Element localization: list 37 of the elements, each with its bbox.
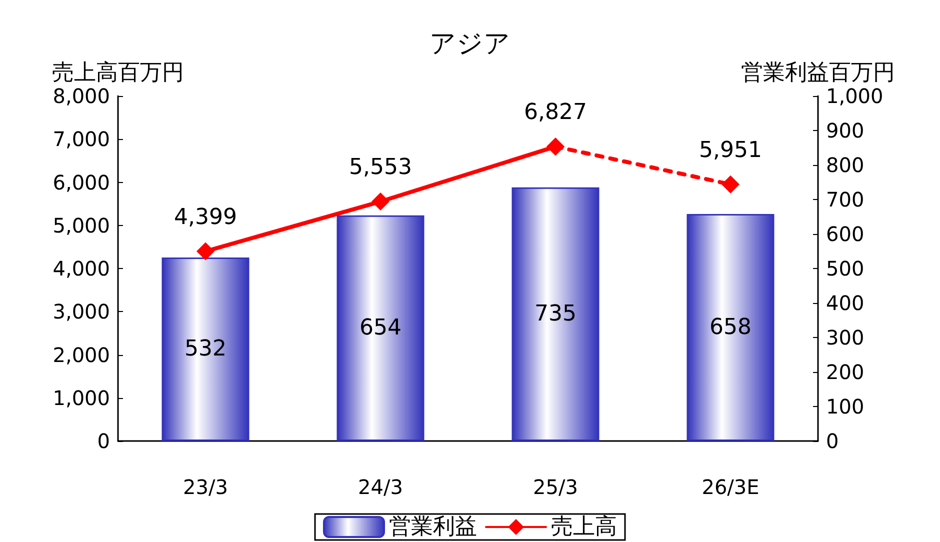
y2-tick-label: 100 <box>826 394 864 418</box>
y-tick-label: 4,000 <box>52 256 110 280</box>
y-tick-label: 1,000 <box>52 386 110 410</box>
y2-tick-label: 200 <box>826 360 864 384</box>
y2-tick-label: 500 <box>826 256 864 280</box>
y-tick-label: 3,000 <box>52 300 110 324</box>
x-tick-label: 25/3 <box>533 475 578 499</box>
y2-tick-label: 1,000 <box>826 84 884 108</box>
data-label: 5,553 <box>349 155 412 180</box>
y2-tick-label: 900 <box>826 118 864 142</box>
y2-tick-label: 300 <box>826 326 864 350</box>
y2-tick-label: 0 <box>826 429 839 453</box>
x-tick-label: 23/3 <box>183 475 228 499</box>
y2-tick-label: 800 <box>826 153 864 177</box>
y2-axis-title: 営業利益百万円 <box>741 60 895 86</box>
y-tick-label: 6,000 <box>52 170 110 194</box>
data-label: 5,951 <box>699 138 762 163</box>
y-axis-title: 売上高百万円 <box>52 60 184 86</box>
x-tick-label: 26/3E <box>702 475 760 499</box>
y2-tick-label: 600 <box>826 222 864 246</box>
y-tick-label: 7,000 <box>52 127 110 152</box>
data-label: 654 <box>360 316 402 341</box>
y-tick-label: 5,000 <box>52 213 110 238</box>
chart-title: アジア <box>430 29 510 59</box>
legend-label: 売上高 <box>551 514 617 540</box>
y2-tick-label: 400 <box>826 291 864 315</box>
y-tick-label: 8,000 <box>52 84 110 108</box>
y-tick-label: 2,000 <box>52 342 110 367</box>
data-label: 6,827 <box>524 100 587 126</box>
x-tick-label: 24/3 <box>358 475 403 499</box>
data-label: 735 <box>534 302 576 327</box>
y2-tick-label: 700 <box>826 188 864 212</box>
data-label: 532 <box>184 336 226 362</box>
legend-label: 営業利益 <box>389 514 477 540</box>
data-label: 658 <box>710 314 752 340</box>
data-label: 4,399 <box>174 204 237 230</box>
y-tick-label: 0 <box>97 429 110 453</box>
